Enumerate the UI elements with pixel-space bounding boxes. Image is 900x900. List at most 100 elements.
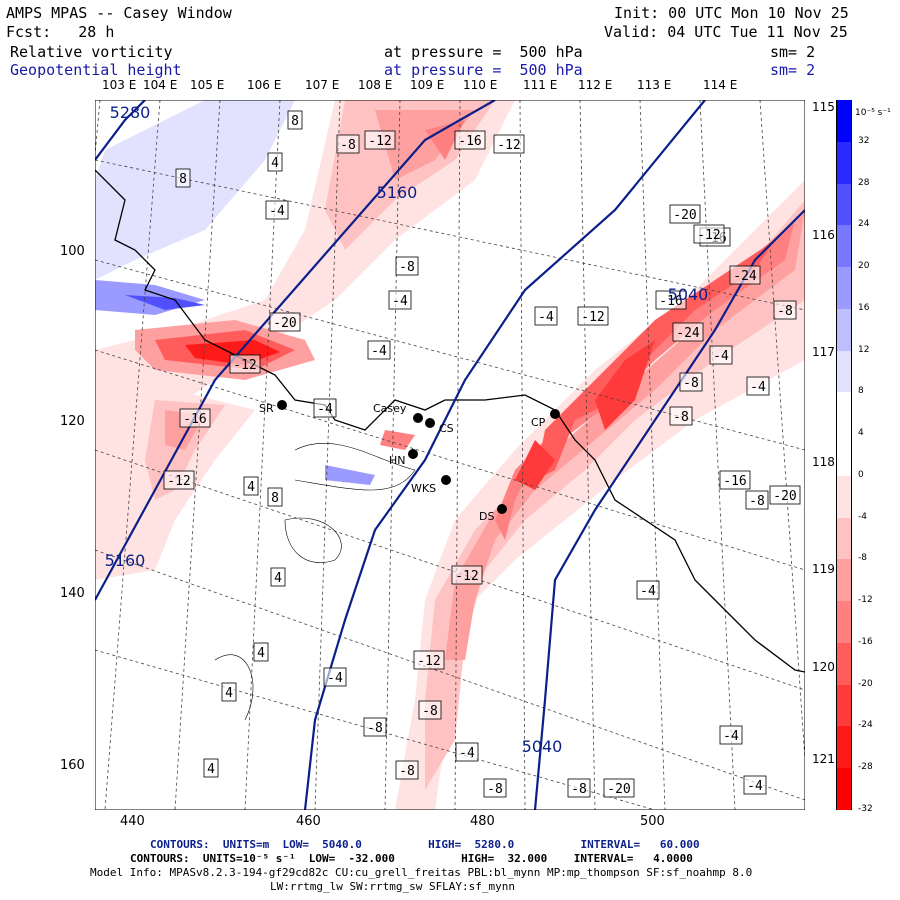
colorbar-swatch xyxy=(836,267,852,310)
svg-text:-8: -8 xyxy=(367,721,383,736)
field2-name: Geopotential height xyxy=(10,61,182,79)
svg-text:-8: -8 xyxy=(399,260,415,275)
height-contour-label: 5160 xyxy=(377,183,418,202)
height-contour-label: 5160 xyxy=(105,551,146,570)
station-label: CP xyxy=(531,416,546,429)
footer-physics: LW:rrtmg_lw SW:rrtmg_sw SFLAY:sf_mynn xyxy=(270,880,516,893)
colorbar-label: -20 xyxy=(858,678,873,689)
svg-text:4: 4 xyxy=(274,571,282,586)
vorticity-contour-label: -8 xyxy=(395,760,419,780)
colorbar xyxy=(836,100,852,811)
colorbar-label: 4 xyxy=(858,428,864,439)
colorbar-unit: 10⁻⁵ s⁻¹ xyxy=(855,108,891,118)
footer-vort-contours: CONTOURS: UNITS=10⁻⁵ s⁻¹ LOW= -32.000 HI… xyxy=(130,852,693,865)
vorticity-contour-label: 4 xyxy=(203,758,219,778)
y-tick-120: 120 xyxy=(60,414,85,429)
station-dot xyxy=(550,409,560,419)
svg-text:-12: -12 xyxy=(368,134,391,149)
colorbar-swatch xyxy=(836,517,852,560)
svg-text:8: 8 xyxy=(179,172,187,187)
colorbar-label: -4 xyxy=(858,511,867,522)
svg-text:-12: -12 xyxy=(233,358,256,373)
footer-height-contours: CONTOURS: UNITS=m LOW= 5040.0 HIGH= 5280… xyxy=(150,838,700,851)
vorticity-contour-label: -16 xyxy=(655,290,687,310)
vorticity-contour-label: -8 xyxy=(567,778,591,798)
vorticity-contour-label: 8 xyxy=(175,168,191,188)
svg-text:8: 8 xyxy=(271,491,279,506)
colorbar-label: 16 xyxy=(858,302,870,313)
top-lon-label: 113 E xyxy=(637,78,672,92)
svg-text:-4: -4 xyxy=(723,729,739,744)
svg-text:-8: -8 xyxy=(673,410,689,425)
vorticity-contour-label: -12 xyxy=(229,354,261,374)
svg-text:-12: -12 xyxy=(455,569,478,584)
svg-text:-4: -4 xyxy=(747,779,763,794)
colorbar-swatch xyxy=(836,308,852,352)
top-lon-label: 114 E xyxy=(703,78,738,92)
vorticity-contour-label: -8 xyxy=(679,372,703,392)
vorticity-contour-label: -12 xyxy=(577,306,609,326)
svg-text:-16: -16 xyxy=(458,134,481,149)
top-lon-label: 111 E xyxy=(523,78,558,92)
top-lon-label: 107 E xyxy=(305,78,340,92)
vorticity-contour-label: -4 xyxy=(746,376,770,396)
vorticity-contour-label: -24 xyxy=(672,322,704,342)
svg-text:-8: -8 xyxy=(487,782,503,797)
vorticity-contour-label: -8 xyxy=(363,717,387,737)
contour-labels: 8 -8 -12 -16 -12 4 8 -4 -20 -12 -8 -4 -4 -20 -16 -24 -12… xyxy=(105,103,801,798)
station-dot xyxy=(441,475,451,485)
station-label: DS xyxy=(479,510,494,523)
vorticity-contour-label: -20 xyxy=(603,778,635,798)
vorticity-contour-label: -4 xyxy=(323,667,347,687)
vorticity-contour-label: 8 xyxy=(267,487,283,507)
colorbar-swatch xyxy=(836,726,852,769)
field1-level: at pressure = 500 hPa xyxy=(384,43,583,61)
colorbar-swatch xyxy=(836,392,852,435)
svg-text:-4: -4 xyxy=(371,344,387,359)
forecast-hour: Fcst: 28 h xyxy=(6,23,115,41)
svg-text:-16: -16 xyxy=(723,474,746,489)
colorbar-label: 32 xyxy=(858,135,870,146)
vorticity-contours xyxy=(214,442,416,721)
height-contour-label: 5280 xyxy=(110,103,151,122)
top-lon-label: 104 E xyxy=(143,78,178,92)
x-tick-480: 480 xyxy=(470,814,495,829)
vorticity-contour-label: -16 xyxy=(179,408,211,428)
svg-text:4: 4 xyxy=(271,156,279,171)
vorticity-contour-label: -8 xyxy=(483,778,507,798)
svg-text:-4: -4 xyxy=(538,310,554,325)
colorbar-swatch xyxy=(836,434,852,477)
colorbar-label: 20 xyxy=(858,261,870,272)
svg-text:-8: -8 xyxy=(399,764,415,779)
colorbar-label: 28 xyxy=(858,177,870,188)
station-dot xyxy=(413,413,423,423)
field2-level: at pressure = 500 hPa xyxy=(384,61,583,79)
colorbar-label: -8 xyxy=(858,553,867,564)
vorticity-contour-label: 4 xyxy=(267,152,283,172)
colorbar-swatch xyxy=(836,601,852,644)
valid-time: Valid: 04 UTC Tue 11 Nov 25 xyxy=(604,23,848,41)
vorticity-contour-label: -20 xyxy=(269,312,301,332)
station-dot xyxy=(425,418,435,428)
x-tick-460: 460 xyxy=(296,814,321,829)
station-label: WKS xyxy=(411,482,436,495)
vorticity-contour-label: -4 xyxy=(743,775,767,795)
colorbar-label: 8 xyxy=(858,386,864,397)
top-lon-label: 103 E xyxy=(102,78,137,92)
vorticity-contour-label: -8 xyxy=(773,300,797,320)
svg-text:-20: -20 xyxy=(773,489,796,504)
vorticity-contour-label: -4 xyxy=(636,580,660,600)
colorbar-label: -12 xyxy=(858,595,873,606)
svg-text:-12: -12 xyxy=(697,228,720,243)
svg-text:-8: -8 xyxy=(749,494,765,509)
vorticity-contour-label: -24 xyxy=(729,265,761,285)
vorticity-contour-label: -16 xyxy=(454,130,486,150)
colorbar-label: 0 xyxy=(858,469,864,480)
colorbar-swatch xyxy=(836,684,852,727)
svg-text:-4: -4 xyxy=(269,204,285,219)
svg-text:-8: -8 xyxy=(777,304,793,319)
svg-text:-4: -4 xyxy=(459,746,475,761)
svg-text:-8: -8 xyxy=(340,138,356,153)
top-lon-label: 105 E xyxy=(190,78,225,92)
vorticity-map: 8 -8 -12 -16 -12 4 8 -4 -20 -12 -8 -4 -4 -20 -16 -24 -12… xyxy=(95,100,805,810)
